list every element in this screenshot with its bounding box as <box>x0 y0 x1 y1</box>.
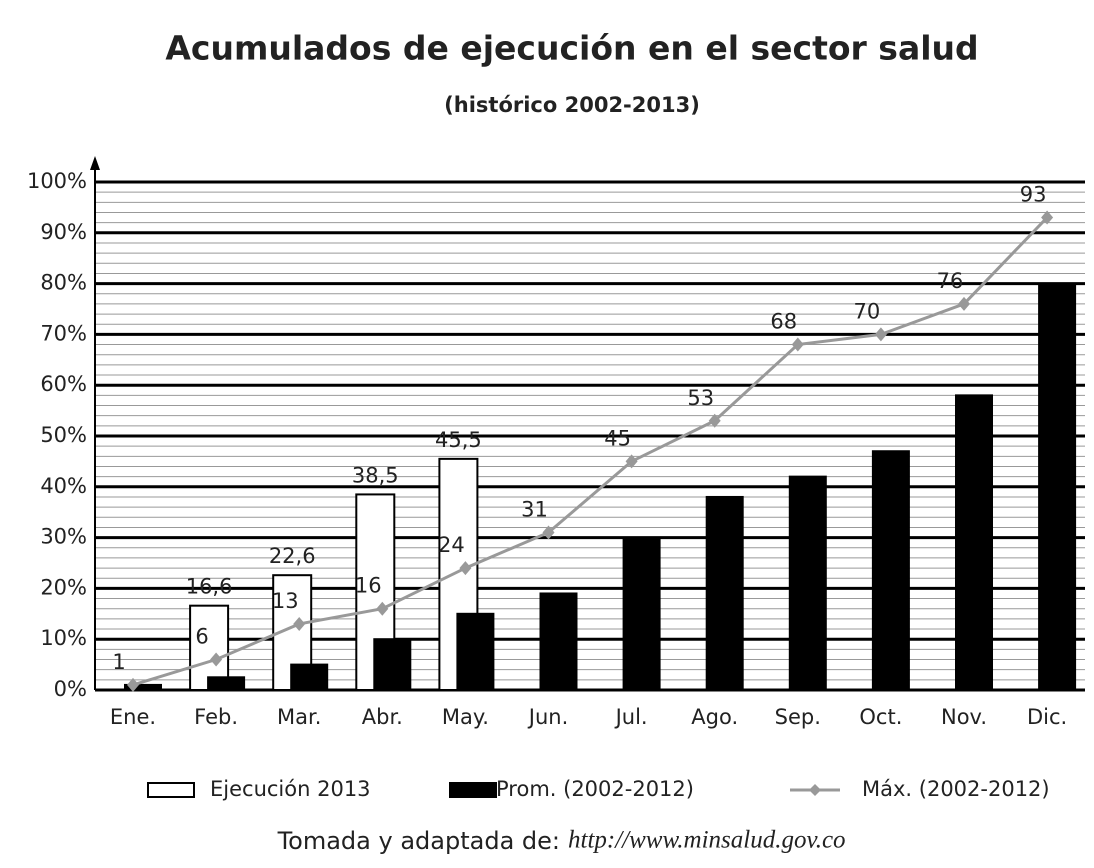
source-note: Tomada y adaptada de: <box>277 827 560 855</box>
value-label: 45,5 <box>435 428 482 452</box>
value-label: 22,6 <box>269 544 316 568</box>
marker <box>210 652 223 667</box>
marker <box>791 337 804 352</box>
source-url: http://www.minsalud.gov.co <box>568 827 846 854</box>
value-label: 6 <box>195 625 208 649</box>
legend-marker <box>809 784 821 796</box>
line <box>132 216 1049 687</box>
value-label: 93 <box>1020 183 1047 207</box>
y-tick-label: 0% <box>54 677 87 701</box>
y-tick-label: 60% <box>40 372 87 396</box>
x-tick-label: Jun. <box>527 705 569 729</box>
value-label: 13 <box>272 589 299 613</box>
value-label: 68 <box>770 310 797 334</box>
marker <box>1041 210 1054 225</box>
value-label: 1 <box>112 650 125 674</box>
value-label: 45 <box>604 426 631 450</box>
bar <box>539 592 578 691</box>
y-tick-label: 50% <box>40 423 87 447</box>
x-tick-label: Jul. <box>614 705 648 729</box>
bar <box>871 450 910 691</box>
legend-label: Ejecución 2013 <box>210 777 371 801</box>
value-label: 38,5 <box>352 463 399 487</box>
value-label: 53 <box>687 386 714 410</box>
bar <box>456 612 495 691</box>
y-tick-label: 70% <box>40 321 87 345</box>
value-label: 24 <box>438 533 465 557</box>
bar <box>622 536 661 691</box>
marker <box>625 454 638 469</box>
bar <box>705 495 744 691</box>
y-axis-arrow <box>90 156 100 170</box>
bar <box>1038 282 1077 691</box>
y-tick-label: 20% <box>40 575 87 599</box>
legend-swatch <box>449 782 497 798</box>
marker <box>708 413 721 428</box>
bar <box>788 475 827 692</box>
bar <box>207 676 246 691</box>
marker <box>958 296 970 311</box>
bar <box>955 394 993 691</box>
bar <box>373 638 412 692</box>
legend-swatch <box>147 782 195 798</box>
x-tick-label: Nov. <box>941 705 987 729</box>
marker <box>127 677 139 692</box>
chart-title: Acumulados de ejecución en el sector sal… <box>165 29 978 68</box>
value-label: 16 <box>355 574 382 598</box>
x-tick-label: Feb. <box>194 705 238 729</box>
y-tick-label: 90% <box>40 220 87 244</box>
x-tick-label: Dic. <box>1027 705 1067 729</box>
x-tick-label: Abr. <box>362 705 403 729</box>
bar <box>290 663 329 691</box>
value-label: 31 <box>521 498 548 522</box>
x-tick-label: Oct. <box>859 705 902 729</box>
x-tick-label: Sep. <box>775 705 821 729</box>
y-tick-label: 40% <box>40 474 87 498</box>
x-tick-label: Mar. <box>277 705 321 729</box>
value-label: 76 <box>937 269 964 293</box>
x-tick-label: May. <box>442 705 489 729</box>
marker <box>459 561 472 576</box>
y-tick-label: 80% <box>40 271 87 295</box>
legend-label: Prom. (2002-2012) <box>496 777 694 801</box>
marker <box>874 327 887 342</box>
x-tick-label: Ene. <box>110 705 156 729</box>
marker <box>542 525 555 540</box>
value-label: 70 <box>854 299 881 323</box>
y-tick-label: 30% <box>40 525 87 549</box>
marker <box>376 601 389 616</box>
y-tick-label: 100% <box>27 169 87 193</box>
marker <box>293 616 306 631</box>
chart-subtitle: (histórico 2002-2013) <box>444 93 700 117</box>
x-tick-label: Ago. <box>691 705 738 729</box>
legend-label: Máx. (2002-2012) <box>862 777 1050 801</box>
value-label: 16,6 <box>186 575 233 599</box>
y-tick-label: 10% <box>40 626 87 650</box>
bar <box>124 683 162 691</box>
